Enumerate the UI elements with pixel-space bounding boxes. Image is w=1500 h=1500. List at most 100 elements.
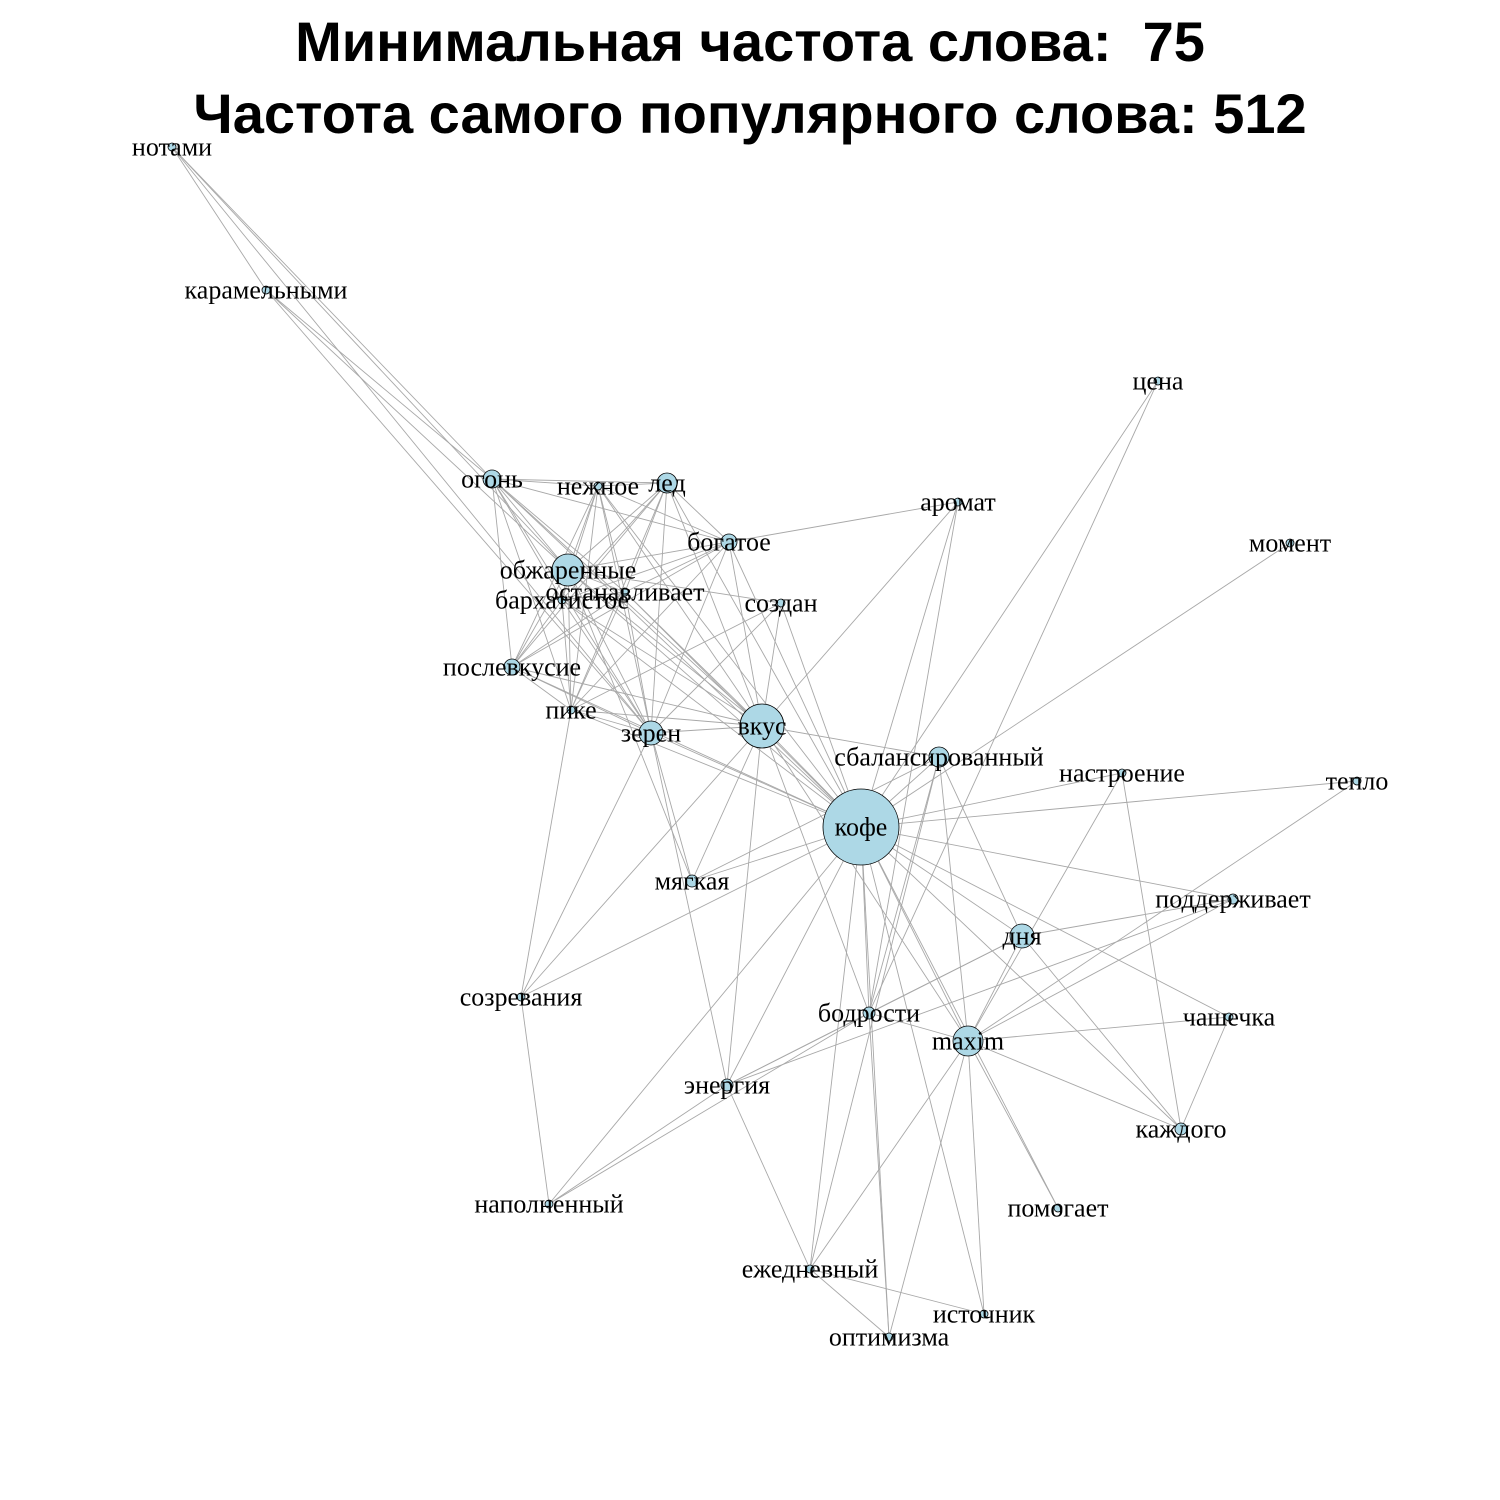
graph-edge	[597, 485, 652, 734]
graph-node	[503, 658, 521, 676]
graph-edge	[726, 1012, 870, 1086]
graph-node	[776, 598, 786, 608]
graph-edge	[868, 380, 1159, 1014]
graph-node	[551, 553, 585, 587]
graph-edge	[491, 478, 626, 593]
graph-edge	[491, 478, 668, 484]
graph-node	[1117, 768, 1127, 778]
graph-edge	[1121, 772, 1182, 1130]
graph-edge	[491, 478, 599, 487]
graph-edge	[761, 501, 959, 727]
node-label: наполненный	[474, 1190, 623, 1219]
graph-edge	[491, 478, 862, 828]
graph-node	[739, 703, 785, 749]
graph-edge	[1021, 898, 1234, 937]
graph-edge	[860, 826, 969, 1042]
graph-edge	[511, 541, 730, 668]
graph-edge	[597, 485, 626, 593]
graph-edge	[567, 569, 782, 604]
node-label: энергия	[684, 1071, 770, 1100]
graph-edge	[650, 732, 728, 1086]
graph-node	[822, 788, 900, 866]
title-line-1: Минимальная частота слова: 75	[295, 10, 1205, 73]
graph-edge	[691, 756, 940, 882]
graph-edge	[491, 478, 572, 711]
graph-edge	[868, 1012, 890, 1338]
edges-layer	[171, 146, 1358, 1338]
graph-edge	[597, 482, 668, 487]
graph-edge	[520, 732, 652, 998]
node-label: карамельными	[185, 276, 348, 305]
graph-edge	[809, 826, 862, 1270]
graph-edge	[868, 756, 940, 1014]
graph-edge	[761, 725, 969, 1042]
graph-edge	[868, 501, 959, 1014]
graph-edge	[728, 541, 763, 727]
title-line-2: Частота самого популярного слова: 512	[193, 82, 1307, 145]
graph-edge	[567, 482, 668, 571]
node-label: помогает	[1008, 1194, 1109, 1223]
graph-node	[685, 874, 699, 888]
graph-edge	[780, 602, 862, 828]
graph-edge	[171, 146, 569, 571]
graph-node	[656, 472, 678, 494]
graph-node	[482, 469, 502, 489]
graph-node	[1153, 376, 1163, 386]
graph-edge	[860, 826, 1059, 1209]
graph-node	[1285, 538, 1295, 548]
node-label: ежедневный	[742, 1255, 879, 1284]
graph-node	[720, 1078, 734, 1092]
graph-edge	[1180, 1016, 1230, 1130]
graph-edge	[967, 772, 1123, 1042]
graph-edge	[570, 591, 626, 711]
graph-edge	[511, 599, 563, 668]
graph-edge	[809, 1268, 985, 1315]
graph-edge	[511, 482, 668, 668]
graph-edge	[567, 569, 862, 828]
node-label: богатое	[687, 528, 771, 557]
graph-edge	[967, 1016, 1230, 1042]
graph-edge	[860, 826, 1230, 1018]
graph-edge	[491, 478, 513, 668]
graph-edge	[561, 591, 626, 601]
node-label: поддерживает	[1155, 885, 1310, 914]
node-label: созревания	[460, 983, 583, 1012]
graph-edge	[570, 602, 782, 711]
node-label: источник	[933, 1300, 1036, 1329]
graph-node	[1053, 1203, 1063, 1213]
graph-edge	[726, 826, 862, 1086]
graph-edge	[520, 996, 550, 1205]
graph-edge	[561, 599, 572, 711]
graph-edge	[868, 1012, 969, 1042]
node-label: бодрости	[818, 999, 920, 1028]
graph-edge	[491, 478, 563, 601]
graph-edge	[511, 569, 569, 668]
graph-edge	[761, 725, 870, 1014]
node-label: мягкая	[655, 867, 730, 896]
graph-edge	[570, 709, 652, 734]
node-label: нежное	[557, 472, 639, 501]
graph-edge	[265, 289, 652, 734]
graph-edge	[860, 826, 1234, 900]
graph-edge	[860, 501, 959, 828]
graph-edge	[1021, 935, 1182, 1130]
graph-edge	[666, 482, 763, 727]
node-label: пике	[545, 696, 596, 725]
graph-edge	[860, 826, 1182, 1130]
graph-edge	[809, 1268, 890, 1338]
graph-node	[544, 1199, 554, 1209]
graph-edge	[860, 772, 1123, 828]
node-label: момент	[1249, 529, 1331, 558]
graph-edge	[624, 541, 730, 593]
graph-edge	[650, 602, 782, 734]
graph-edge	[860, 826, 985, 1315]
graph-edge	[561, 599, 652, 734]
node-label: аромат	[920, 488, 996, 517]
graph-node	[593, 481, 603, 491]
graph-edge	[860, 826, 890, 1338]
node-label: чашечка	[1183, 1003, 1276, 1032]
graph-edge	[726, 725, 763, 1086]
graph-node	[953, 497, 963, 507]
graph-node	[805, 1264, 815, 1274]
graph-node	[1009, 923, 1035, 949]
